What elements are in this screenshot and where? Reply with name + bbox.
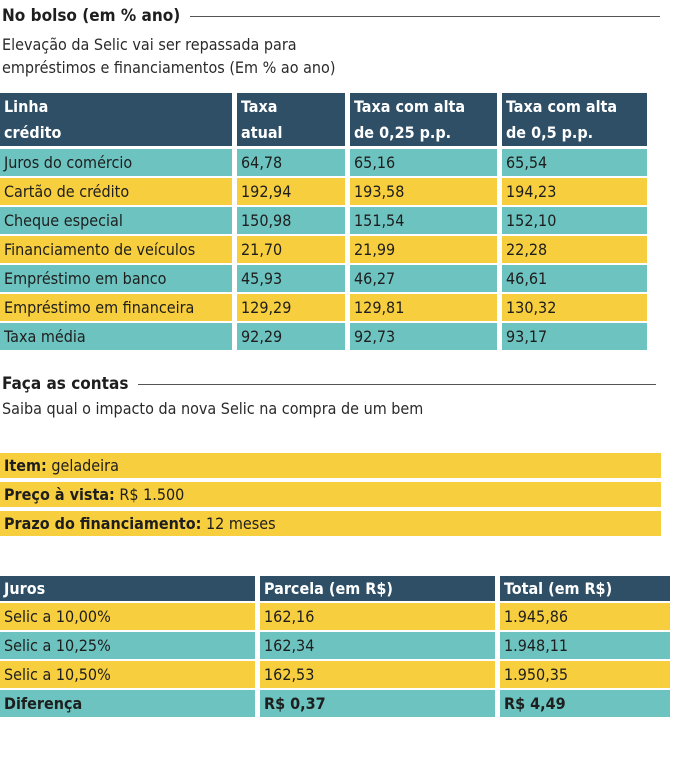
header-text: crédito xyxy=(4,123,62,142)
price-row: Preço à vista: R$ 1.500 xyxy=(0,482,661,507)
cell-total: 1.950,35 xyxy=(500,661,670,688)
header-parcela: Parcela (em R$) xyxy=(260,576,495,601)
cell-value: 65,54 xyxy=(502,149,647,176)
table-row: Empréstimo em banco 45,93 46,27 46,61 xyxy=(0,265,647,294)
header-text: de 0,25 p.p. xyxy=(354,123,452,142)
cell-total: R$ 4,49 xyxy=(500,690,670,717)
header-taxa-05: Taxa com alta de 0,5 p.p. xyxy=(502,93,647,146)
subtitle-line-2: empréstimos e financiamentos (Em % ao an… xyxy=(2,58,336,77)
cell-parcela: R$ 0,37 xyxy=(260,690,495,717)
term-row: Prazo do financiamento: 12 meses xyxy=(0,511,661,536)
table-row: Selic a 10,25% 162,34 1.948,11 xyxy=(0,632,670,661)
cell-value: 92,29 xyxy=(237,323,345,350)
table-row: Cartão de crédito 192,94 193,58 194,23 xyxy=(0,178,647,207)
cell-value: 65,16 xyxy=(350,149,497,176)
header-total: Total (em R$) xyxy=(500,576,670,601)
cell-value: 193,58 xyxy=(350,178,497,205)
difference-row: Diferença R$ 0,37 R$ 4,49 xyxy=(0,690,670,719)
cell-value: 152,10 xyxy=(502,207,647,234)
cell-total: 1.945,86 xyxy=(500,603,670,630)
section-subtitle: Elevação da Selic vai ser repassada para… xyxy=(2,33,335,79)
price-value: R$ 1.500 xyxy=(119,485,185,504)
item-label: Item: xyxy=(4,456,47,475)
header-text: de 0,5 p.p. xyxy=(506,123,594,142)
cell-juros: Selic a 10,50% xyxy=(0,661,255,688)
table-row: Selic a 10,50% 162,53 1.950,35 xyxy=(0,661,670,690)
header-text: Linha xyxy=(4,97,49,116)
item-value: geladeira xyxy=(51,456,119,475)
cell-line: Cartão de crédito xyxy=(0,178,232,205)
table-row: Empréstimo em financeira 129,29 129,81 1… xyxy=(0,294,647,323)
header-linha-credito: Linha crédito xyxy=(0,93,232,146)
cell-value: 22,28 xyxy=(502,236,647,263)
cell-value: 93,17 xyxy=(502,323,647,350)
cell-juros: Selic a 10,25% xyxy=(0,632,255,659)
cell-line: Empréstimo em financeira xyxy=(0,294,232,321)
header-taxa-atual: Taxa atual xyxy=(237,93,345,146)
term-value: 12 meses xyxy=(206,514,276,533)
cell-value: 129,81 xyxy=(350,294,497,321)
section-title-text: No bolso (em % ano) xyxy=(2,6,181,26)
cell-value: 129,29 xyxy=(237,294,345,321)
cell-parcela: 162,34 xyxy=(260,632,495,659)
table-header-row: Juros Parcela (em R$) Total (em R$) xyxy=(0,576,670,601)
table-row: Financiamento de veículos 21,70 21,99 22… xyxy=(0,236,647,265)
table-row: Juros do comércio 64,78 65,16 65,54 xyxy=(0,149,647,178)
table-row: Cheque especial 150,98 151,54 152,10 xyxy=(0,207,647,236)
title-rule xyxy=(190,15,661,17)
section-subtitle: Saiba qual o impacto da nova Selic na co… xyxy=(2,399,424,418)
table-row: Taxa média 92,29 92,73 93,17 xyxy=(0,323,647,352)
cell-value: 46,61 xyxy=(502,265,647,292)
credit-rates-table: Linha crédito Taxa atual Taxa com alta d… xyxy=(0,93,647,352)
price-label: Preço à vista: xyxy=(4,485,115,504)
section-title-text: Faça as contas xyxy=(2,374,129,394)
header-text: Taxa com alta xyxy=(506,97,618,116)
cell-value: 151,54 xyxy=(350,207,497,234)
header-juros: Juros xyxy=(0,576,255,601)
cell-value: 21,70 xyxy=(237,236,345,263)
table-row: Selic a 10,00% 162,16 1.945,86 xyxy=(0,603,670,632)
cell-value: 64,78 xyxy=(237,149,345,176)
cell-total: 1.948,11 xyxy=(500,632,670,659)
cell-value: 21,99 xyxy=(350,236,497,263)
cell-line: Taxa média xyxy=(0,323,232,350)
cell-value: 150,98 xyxy=(237,207,345,234)
header-text: Taxa com alta xyxy=(354,97,466,116)
header-taxa-025: Taxa com alta de 0,25 p.p. xyxy=(350,93,497,146)
term-label: Prazo do financiamento: xyxy=(4,514,202,533)
cell-parcela: 162,53 xyxy=(260,661,495,688)
section-title-no-bolso: No bolso (em % ano) xyxy=(2,6,661,26)
header-text: atual xyxy=(241,123,283,142)
cell-value: 92,73 xyxy=(350,323,497,350)
cell-line: Empréstimo em banco xyxy=(0,265,232,292)
cell-value: 46,27 xyxy=(350,265,497,292)
cell-line: Juros do comércio xyxy=(0,149,232,176)
header-text: Taxa xyxy=(241,97,278,116)
financing-table: Juros Parcela (em R$) Total (em R$) Seli… xyxy=(0,576,670,719)
section-title-faca-as-contas: Faça as contas xyxy=(2,374,657,394)
title-rule xyxy=(138,383,657,385)
table-header-row: Linha crédito Taxa atual Taxa com alta d… xyxy=(0,93,647,146)
cell-parcela: 162,16 xyxy=(260,603,495,630)
item-row: Item: geladeira xyxy=(0,453,661,478)
cell-value: 192,94 xyxy=(237,178,345,205)
cell-line: Cheque especial xyxy=(0,207,232,234)
cell-line: Financiamento de veículos xyxy=(0,236,232,263)
cell-value: 194,23 xyxy=(502,178,647,205)
subtitle-line-1: Elevação da Selic vai ser repassada para xyxy=(2,35,297,54)
cell-value: 45,93 xyxy=(237,265,345,292)
cell-value: 130,32 xyxy=(502,294,647,321)
cell-juros: Diferença xyxy=(0,690,255,717)
cell-juros: Selic a 10,00% xyxy=(0,603,255,630)
